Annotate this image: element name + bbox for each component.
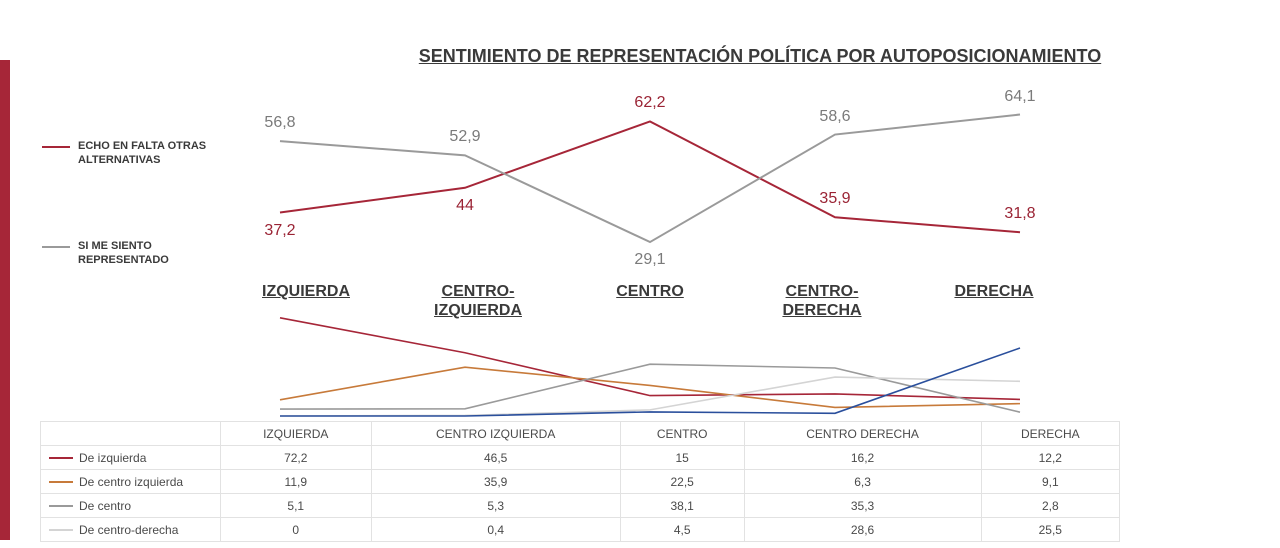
series-swatch bbox=[49, 505, 73, 507]
table-cell: 2,8 bbox=[981, 494, 1119, 518]
data-label: 35,9 bbox=[819, 190, 850, 208]
table-row: De izquierda 72,246,51516,212,2 bbox=[41, 446, 1120, 470]
table-cell: 4,5 bbox=[620, 518, 744, 542]
legend-item-echo-en-falta: ECHO EN FALTA OTRAS ALTERNATIVAS bbox=[42, 140, 208, 168]
series-label-cell: De centro izquierda bbox=[41, 470, 221, 494]
series-label-cell: De izquierda bbox=[41, 446, 221, 470]
data-label: 64,1 bbox=[1004, 88, 1035, 106]
legend-label: SI ME SIENTO REPRESENTADO bbox=[78, 240, 208, 268]
table-cell: 22,5 bbox=[620, 470, 744, 494]
table-row: De centro-derecha 00,44,528,625,5 bbox=[41, 518, 1120, 542]
table-cell: 11,9 bbox=[221, 470, 372, 494]
table-cell: 12,2 bbox=[981, 446, 1119, 470]
chart-title: SENTIMIENTO DE REPRESENTACIÓN POLÍTICA P… bbox=[280, 46, 1240, 67]
table-row: De centro 5,15,338,135,32,8 bbox=[41, 494, 1120, 518]
legend-label: ECHO EN FALTA OTRAS ALTERNATIVAS bbox=[78, 140, 208, 168]
table-column-header: DERECHA bbox=[981, 422, 1119, 446]
table-cell: 28,6 bbox=[744, 518, 981, 542]
table-cell: 6,3 bbox=[744, 470, 981, 494]
table-cell: 15 bbox=[620, 446, 744, 470]
table-corner bbox=[41, 422, 221, 446]
data-label: 37,2 bbox=[264, 222, 295, 240]
table-cell: 38,1 bbox=[620, 494, 744, 518]
table-cell: 9,1 bbox=[981, 470, 1119, 494]
table-cell: 5,3 bbox=[371, 494, 620, 518]
table-cell: 35,3 bbox=[744, 494, 981, 518]
legend-item-si-representado: SI ME SIENTO REPRESENTADO bbox=[42, 240, 208, 268]
data-label: 56,8 bbox=[264, 114, 295, 132]
table-column-header: IZQUIERDA bbox=[221, 422, 372, 446]
data-table: IZQUIERDACENTRO IZQUIERDACENTROCENTRO DE… bbox=[40, 421, 1120, 542]
table-cell: 16,2 bbox=[744, 446, 981, 470]
table-row: De centro izquierda 11,935,922,56,39,1 bbox=[41, 470, 1120, 494]
legend-swatch bbox=[42, 246, 70, 248]
data-label: 52,9 bbox=[449, 128, 480, 146]
data-label: 58,6 bbox=[819, 108, 850, 126]
table-cell: 25,5 bbox=[981, 518, 1119, 542]
series-swatch bbox=[49, 529, 73, 531]
series-label: De izquierda bbox=[79, 451, 146, 465]
series-label-cell: De centro bbox=[41, 494, 221, 518]
data-label: 29,1 bbox=[634, 251, 665, 269]
data-label: 31,8 bbox=[1004, 205, 1035, 223]
series-label: De centro-derecha bbox=[79, 523, 178, 537]
series-swatch bbox=[49, 457, 73, 459]
series-line-echo-en-falta bbox=[280, 121, 1020, 232]
legend-swatch bbox=[42, 146, 70, 148]
table-cell: 72,2 bbox=[221, 446, 372, 470]
series-label: De centro bbox=[79, 499, 131, 513]
accent-bar bbox=[0, 60, 10, 540]
series-line-de-centro bbox=[280, 364, 1020, 412]
data-label: 62,2 bbox=[634, 94, 665, 112]
table-cell: 35,9 bbox=[371, 470, 620, 494]
table-cell: 0 bbox=[221, 518, 372, 542]
series-swatch bbox=[49, 481, 73, 483]
series-label: De centro izquierda bbox=[79, 475, 183, 489]
table-column-header: CENTRO DERECHA bbox=[744, 422, 981, 446]
series-label-cell: De centro-derecha bbox=[41, 518, 221, 542]
secondary-line-chart bbox=[220, 310, 1080, 420]
data-label: 44 bbox=[456, 197, 474, 215]
table-column-header: CENTRO IZQUIERDA bbox=[371, 422, 620, 446]
table-column-header: CENTRO bbox=[620, 422, 744, 446]
table-cell: 46,5 bbox=[371, 446, 620, 470]
table-cell: 0,4 bbox=[371, 518, 620, 542]
table-cell: 5,1 bbox=[221, 494, 372, 518]
